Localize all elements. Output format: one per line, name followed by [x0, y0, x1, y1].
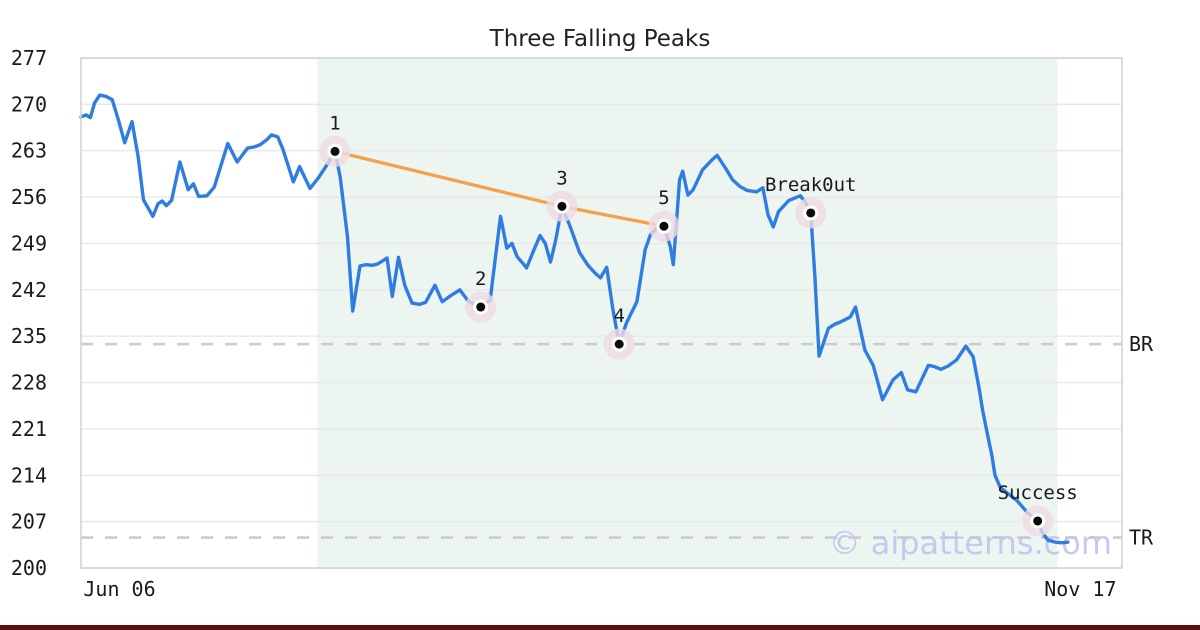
- marker-dot: [1033, 516, 1043, 526]
- y-tick-label: 277: [11, 46, 47, 70]
- y-tick-label: 207: [11, 510, 47, 534]
- y-tick-label: 242: [11, 278, 47, 302]
- y-tick-label: 235: [11, 324, 47, 348]
- marker-dot: [476, 302, 486, 312]
- marker-dot: [557, 201, 567, 211]
- marker-dot: [614, 339, 624, 349]
- footer-accent-bar: [0, 625, 1200, 630]
- plot-border: [80, 57, 1123, 569]
- pattern-region-shading: [317, 58, 1058, 568]
- y-tick-label: 270: [11, 92, 47, 116]
- marker-label-break0ut: Break0ut: [765, 174, 857, 196]
- marker-label-success: Success: [998, 482, 1078, 504]
- marker-label-3: 3: [556, 167, 567, 189]
- marker-label-4: 4: [613, 305, 624, 327]
- level-label-br: BR: [1129, 332, 1154, 356]
- y-tick-label: 228: [11, 371, 47, 395]
- x-tick-label: Nov 17: [1044, 577, 1116, 601]
- y-tick-label: 221: [11, 417, 47, 441]
- marker-dot: [806, 208, 816, 218]
- chart-title: Three Falling Peaks: [489, 26, 711, 52]
- y-tick-label: 200: [11, 556, 47, 580]
- x-tick-label: Jun 06: [83, 577, 155, 601]
- y-tick-label: 249: [11, 231, 47, 255]
- level-label-tr: TR: [1129, 526, 1154, 550]
- y-tick-label: 256: [11, 185, 47, 209]
- marker-label-2: 2: [475, 268, 486, 290]
- y-tick-label: 263: [11, 139, 47, 163]
- marker-label-5: 5: [658, 187, 669, 209]
- marker-label-1: 1: [329, 112, 340, 134]
- marker-dot: [659, 221, 669, 231]
- marker-dot: [330, 146, 340, 156]
- watermark-text: © aipatterns.com: [829, 524, 1112, 562]
- y-tick-label: 214: [11, 463, 47, 487]
